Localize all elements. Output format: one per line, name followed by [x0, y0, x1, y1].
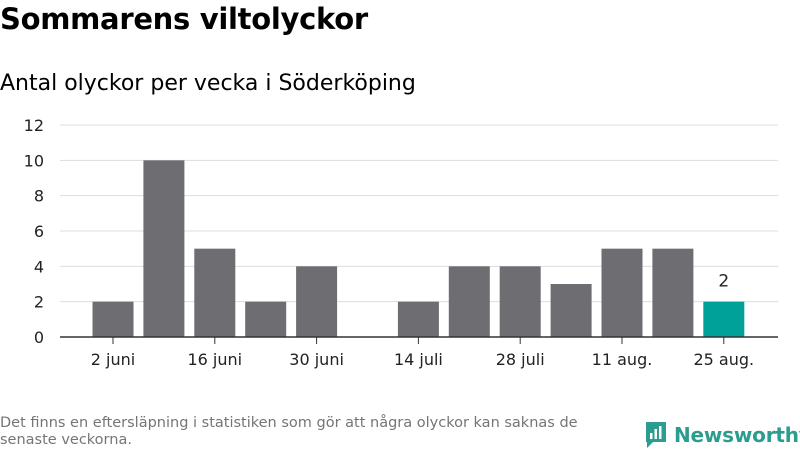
- bar: [448, 266, 490, 337]
- bar: [143, 160, 185, 337]
- bar-chart: 0 2 4 6 8 10 12 2 juni 16 juni 30 juni 14 juli 28 j…: [24, 116, 778, 369]
- x-tick-label: 25 aug.: [693, 350, 754, 369]
- y-tick-label: 12: [24, 116, 44, 135]
- chart-subtitle: Antal olyckor per vecka i Söderköping: [0, 71, 416, 96]
- chart-title: Sommarens viltolyckor: [0, 2, 368, 36]
- bar: [296, 266, 338, 337]
- y-tick-label: 4: [34, 257, 44, 276]
- brand-logo: Newsworthy: [644, 419, 800, 451]
- y-tick-label: 0: [34, 328, 44, 347]
- y-tick-label: 2: [34, 293, 44, 312]
- x-tick-label: 16 juni: [187, 350, 242, 369]
- x-tick-label: 2 juni: [91, 350, 135, 369]
- newsworthy-logo-icon: [646, 422, 666, 448]
- brand-name: Newsworthy: [674, 423, 800, 447]
- bar: [703, 301, 745, 337]
- bar: [499, 266, 541, 337]
- bar: [92, 301, 134, 337]
- data-label: 2: [718, 272, 729, 292]
- footnote: Det finns en eftersläpning i statistiken…: [0, 415, 578, 448]
- bar: [397, 301, 439, 337]
- bar: [245, 301, 287, 337]
- bar: [550, 284, 592, 337]
- bar: [652, 248, 694, 337]
- y-tick-label: 6: [34, 222, 44, 241]
- bar: [601, 248, 643, 337]
- x-tick-label: 28 juli: [496, 350, 545, 369]
- bar: [194, 248, 236, 337]
- x-tick-label: 14 juli: [394, 350, 443, 369]
- y-tick-label: 10: [24, 151, 44, 170]
- x-tick-label: 11 aug.: [592, 350, 653, 369]
- x-tick-label: 30 juni: [289, 350, 344, 369]
- y-tick-label: 8: [34, 187, 44, 206]
